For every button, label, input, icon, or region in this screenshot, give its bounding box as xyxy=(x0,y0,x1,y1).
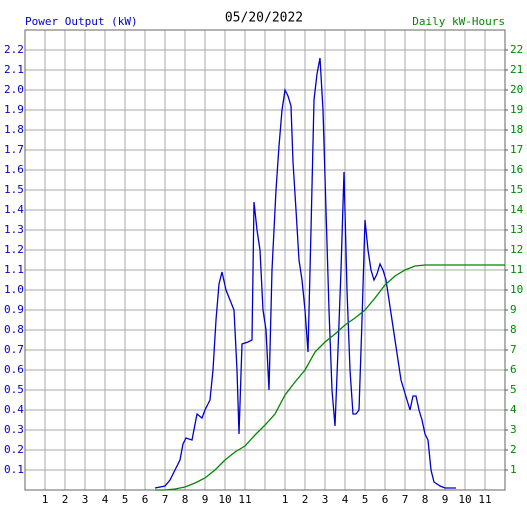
chart-title: 05/20/2022 xyxy=(225,11,303,26)
x-tick-label: 6 xyxy=(142,493,149,506)
x-tick-label: 1 xyxy=(282,493,289,506)
y-tick-label: 1.6 xyxy=(4,163,24,176)
y-tick-label: 2.1 xyxy=(4,63,24,76)
x-tick-label: 3 xyxy=(322,493,329,506)
x-tick-label: 5 xyxy=(122,493,129,506)
y2-tick-label: 19 xyxy=(510,103,523,116)
plot-border xyxy=(24,29,506,491)
series-line xyxy=(154,57,456,489)
y2-tick-label: 12 xyxy=(510,243,523,256)
y-tick-label: 0.2 xyxy=(4,443,24,456)
y-tick-label: 1.3 xyxy=(4,223,24,236)
y-tick-label: 0.1 xyxy=(4,463,24,476)
y2-tick-label: 9 xyxy=(510,303,517,316)
y-tick-label: 0.4 xyxy=(4,403,24,416)
y2-tick-label: 10 xyxy=(510,283,523,296)
x-tick-label: 8 xyxy=(422,493,429,506)
y-tick-label: 1.8 xyxy=(4,123,24,136)
x-tick-label: 2 xyxy=(302,493,309,506)
x-tick-label: 10 xyxy=(458,493,471,506)
y-tick-label: 1.7 xyxy=(4,143,24,156)
y-tick-label: 1.9 xyxy=(4,103,24,116)
x-tick-label: 9 xyxy=(442,493,449,506)
x-tick-label: 11 xyxy=(238,493,251,506)
x-tick-label: 8 xyxy=(182,493,189,506)
y2-tick-label: 18 xyxy=(510,123,523,136)
y2-tick-label: 5 xyxy=(510,383,517,396)
y2-tick-label: 22 xyxy=(510,43,523,56)
y2-tick-label: 1 xyxy=(510,463,517,476)
x-tick-label: 2 xyxy=(62,493,69,506)
x-tick-label: 7 xyxy=(162,493,169,506)
y2-tick-label: 6 xyxy=(510,363,517,376)
y2-tick-label: 11 xyxy=(510,263,523,276)
y-axis-label: Power Output (kW) xyxy=(25,15,138,28)
y-tick-label: 0.5 xyxy=(4,383,24,396)
y-tick-label: 1.2 xyxy=(4,243,24,256)
x-tick-label: 1 xyxy=(42,493,49,506)
y-tick-label: 0.7 xyxy=(4,343,24,356)
x-tick-label: 5 xyxy=(362,493,369,506)
x-tick-label: 4 xyxy=(342,493,349,506)
y2-tick-label: 14 xyxy=(510,203,524,216)
y-tick-label: 1.0 xyxy=(4,283,24,296)
x-tick-label: 10 xyxy=(218,493,231,506)
y2-tick-label: 3 xyxy=(510,423,517,436)
y2-tick-label: 7 xyxy=(510,343,517,356)
y2-tick-label: 15 xyxy=(510,183,523,196)
y2-tick-label: 2 xyxy=(510,443,517,456)
x-tick-label: 9 xyxy=(202,493,209,506)
y-tick-label: 0.9 xyxy=(4,303,24,316)
y-tick-label: 0.3 xyxy=(4,423,24,436)
y-tick-label: 2.0 xyxy=(4,83,24,96)
y2-tick-label: 16 xyxy=(510,163,523,176)
y-tick-label: 1.5 xyxy=(4,183,24,196)
x-tick-label: 11 xyxy=(478,493,491,506)
y2-tick-label: 17 xyxy=(510,143,523,156)
x-tick-label: 6 xyxy=(382,493,389,506)
y2-tick-label: 8 xyxy=(510,323,517,336)
y-tick-label: 1.4 xyxy=(4,203,24,216)
y2-tick-label: 4 xyxy=(510,403,517,416)
y2-axis-label: Daily kW-Hours xyxy=(412,15,505,28)
x-tick-label: 7 xyxy=(402,493,409,506)
y-tick-label: 1.1 xyxy=(4,263,24,276)
series-line xyxy=(155,264,505,491)
y-tick-label: 0.8 xyxy=(4,323,24,336)
y2-tick-label: 20 xyxy=(510,83,523,96)
y2-tick-label: 21 xyxy=(510,63,523,76)
y-tick-label: 0.6 xyxy=(4,363,24,376)
y-tick-label: 2.2 xyxy=(4,43,24,56)
x-tick-label: 3 xyxy=(82,493,89,506)
y2-tick-label: 13 xyxy=(510,223,523,236)
x-tick-label: 4 xyxy=(102,493,109,506)
